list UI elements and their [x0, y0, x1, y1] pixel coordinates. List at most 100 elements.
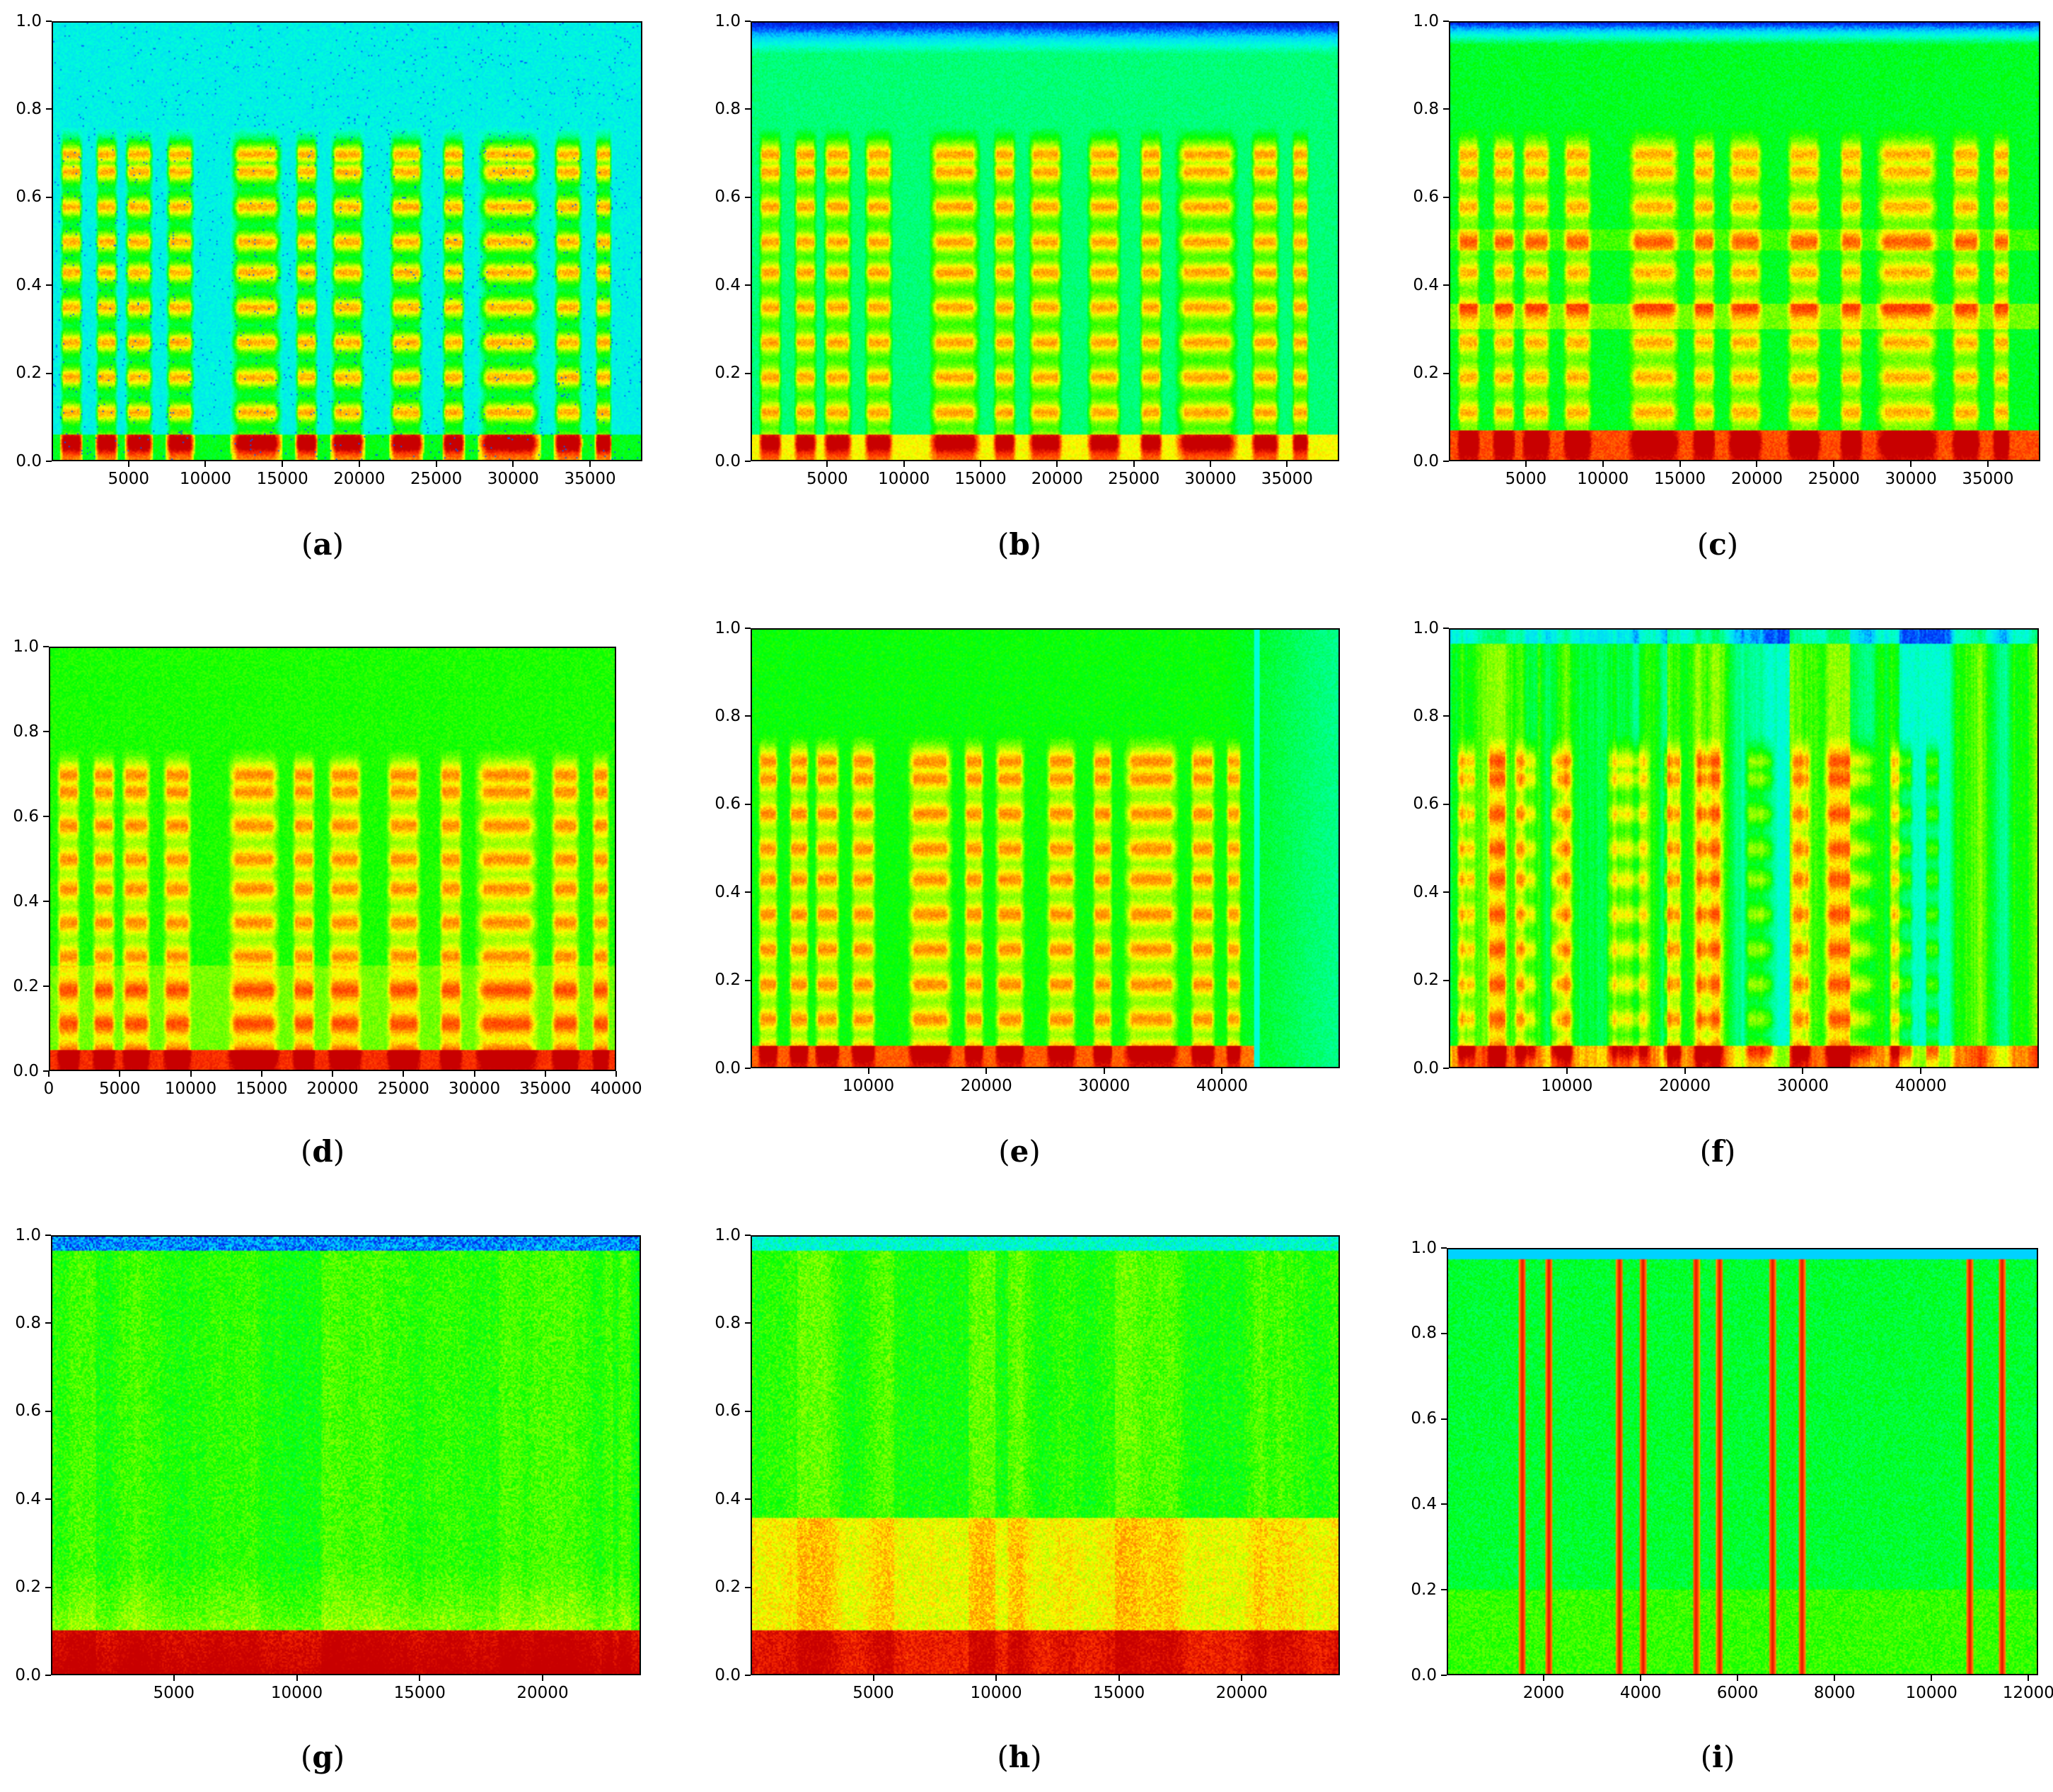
x-tick-d-7 [544, 1071, 546, 1077]
panel-caption-e: (e) [998, 1134, 1041, 1169]
x-tick-label-b-3: 20000 [1031, 470, 1083, 488]
spectrogram-heatmap-g [52, 1237, 640, 1674]
x-tick-label-d-3: 15000 [236, 1080, 288, 1098]
x-tick-c-3 [1756, 461, 1758, 467]
y-tick-e-1 [745, 979, 751, 981]
spectrogram-heatmap-a [53, 23, 641, 460]
x-tick-e-3 [1221, 1068, 1223, 1074]
y-tick-label-e-0: 0.0 [715, 1058, 741, 1077]
y-tick-e-0 [745, 1068, 751, 1069]
y-tick-label-d-4: 0.8 [13, 722, 39, 741]
panel-caption-letter-c: c [1708, 527, 1727, 562]
x-tick-h-3 [1241, 1675, 1243, 1681]
y-tick-label-f-4: 0.8 [1413, 706, 1439, 725]
x-tick-g-3 [542, 1675, 543, 1681]
x-tick-d-0 [48, 1071, 50, 1077]
y-tick-d-4 [43, 731, 49, 732]
x-tick-b-4 [1133, 461, 1135, 467]
x-tick-label-b-5: 30000 [1184, 470, 1237, 488]
y-tick-a-4 [46, 108, 52, 110]
y-tick-label-g-5: 1.0 [15, 1225, 41, 1244]
x-tick-label-d-1: 5000 [98, 1080, 141, 1098]
x-tick-b-6 [1286, 461, 1288, 467]
spectrogram-heatmap-e [752, 630, 1338, 1067]
x-tick-f-0 [1566, 1068, 1568, 1074]
y-tick-c-3 [1443, 196, 1449, 198]
x-tick-label-e-3: 40000 [1196, 1077, 1248, 1095]
y-tick-label-f-3: 0.6 [1413, 794, 1439, 814]
y-tick-label-d-3: 0.6 [13, 807, 39, 826]
spectrogram-plot-b [751, 21, 1339, 461]
panel-caption-h: (h) [997, 1740, 1042, 1774]
panel-caption-f: (f) [1699, 1134, 1736, 1169]
x-tick-label-a-1: 10000 [179, 470, 232, 488]
y-tick-a-1 [46, 372, 52, 374]
x-tick-a-3 [358, 461, 360, 467]
y-tick-g-4 [45, 1322, 51, 1324]
spectrogram-plot-e [751, 628, 1340, 1068]
y-tick-d-0 [43, 1070, 49, 1072]
y-tick-c-4 [1443, 108, 1449, 110]
x-tick-label-g-0: 5000 [153, 1684, 195, 1702]
x-tick-label-d-0: 0 [43, 1080, 54, 1098]
spectrogram-heatmap-c [1450, 23, 2039, 460]
y-tick-f-0 [1443, 1068, 1449, 1069]
y-tick-label-a-1: 0.2 [16, 364, 42, 383]
y-tick-d-5 [43, 646, 49, 647]
y-tick-b-2 [745, 284, 751, 287]
panel-caption-letter-b: b [1009, 527, 1030, 562]
x-tick-c-1 [1602, 461, 1604, 467]
y-tick-g-5 [45, 1235, 51, 1236]
y-tick-d-1 [43, 985, 49, 987]
y-tick-c-1 [1443, 372, 1449, 374]
y-tick-label-h-1: 0.2 [715, 1578, 741, 1597]
y-tick-g-1 [45, 1586, 51, 1588]
x-tick-h-0 [872, 1675, 874, 1681]
spectrogram-heatmap-b [752, 23, 1338, 460]
x-tick-label-e-2: 30000 [1078, 1077, 1130, 1095]
x-tick-label-d-7: 35000 [519, 1080, 572, 1098]
x-tick-i-3 [1834, 1675, 1836, 1681]
y-tick-label-e-4: 0.8 [715, 706, 741, 725]
y-tick-label-d-2: 0.4 [13, 891, 39, 911]
y-tick-e-5 [745, 628, 751, 629]
y-tick-b-4 [745, 108, 751, 110]
y-tick-label-d-5: 1.0 [13, 637, 39, 656]
panel-caption-d: (d) [300, 1134, 345, 1169]
y-tick-f-2 [1443, 891, 1449, 894]
y-tick-f-5 [1443, 628, 1449, 629]
x-tick-d-5 [403, 1071, 405, 1077]
x-tick-c-4 [1833, 461, 1835, 467]
y-tick-b-5 [745, 21, 751, 22]
x-tick-label-h-2: 15000 [1093, 1684, 1145, 1702]
y-tick-f-3 [1443, 803, 1449, 805]
x-tick-label-d-8: 40000 [590, 1080, 642, 1098]
y-tick-f-1 [1443, 979, 1449, 981]
x-tick-label-a-4: 25000 [410, 470, 463, 488]
y-tick-label-h-2: 0.4 [715, 1489, 741, 1508]
x-tick-label-a-2: 15000 [256, 470, 308, 488]
y-tick-h-3 [745, 1410, 751, 1412]
y-tick-label-i-2: 0.4 [1411, 1494, 1437, 1513]
x-tick-a-4 [435, 461, 437, 467]
x-tick-label-d-5: 25000 [377, 1080, 429, 1098]
x-tick-label-d-4: 20000 [306, 1080, 359, 1098]
x-tick-label-a-3: 20000 [333, 470, 386, 488]
x-tick-d-1 [119, 1071, 121, 1077]
x-tick-g-1 [296, 1675, 298, 1681]
panel-caption-i: (i) [1700, 1740, 1735, 1774]
x-tick-label-e-0: 10000 [843, 1077, 895, 1095]
y-tick-h-2 [745, 1498, 751, 1501]
x-tick-b-2 [980, 461, 981, 467]
y-tick-label-d-0: 0.0 [13, 1061, 39, 1080]
y-tick-label-h-0: 0.0 [715, 1665, 741, 1684]
y-tick-label-c-4: 0.8 [1413, 99, 1439, 118]
x-tick-label-c-5: 30000 [1885, 470, 1937, 488]
x-tick-label-c-1: 10000 [1577, 470, 1629, 488]
y-tick-label-c-1: 0.2 [1413, 364, 1439, 383]
y-tick-i-0 [1441, 1675, 1447, 1676]
x-tick-f-1 [1684, 1068, 1686, 1074]
x-tick-b-3 [1056, 461, 1058, 467]
y-tick-g-3 [45, 1410, 51, 1412]
y-tick-c-0 [1443, 461, 1449, 462]
